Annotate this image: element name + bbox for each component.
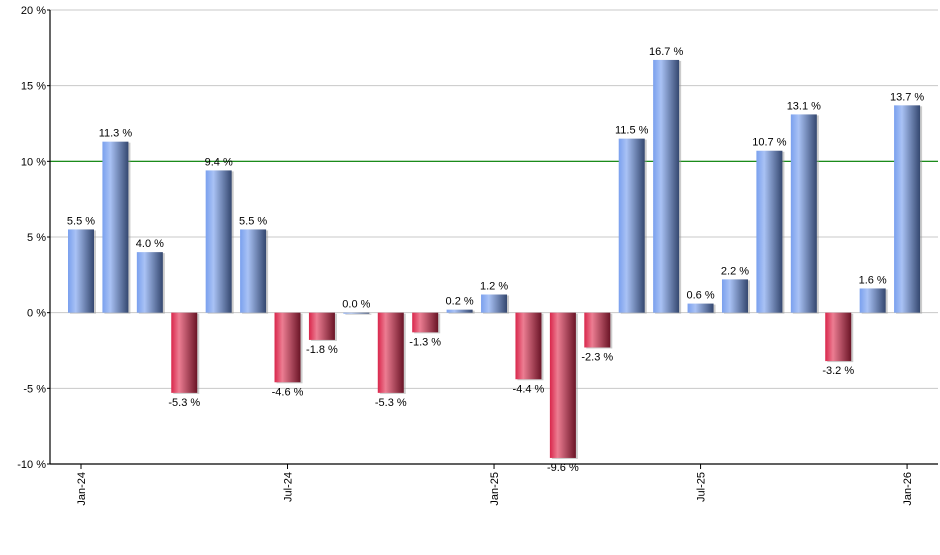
bar bbox=[171, 312, 198, 393]
y-tick-label: -10 % bbox=[17, 459, 46, 471]
bar bbox=[446, 309, 473, 313]
data-label: 13.1 % bbox=[787, 100, 821, 112]
y-tick-label: 20 % bbox=[21, 5, 46, 17]
data-label: 5.5 % bbox=[67, 215, 95, 227]
y-tick-label: 0 % bbox=[27, 308, 46, 320]
data-label: -9.6 % bbox=[547, 462, 579, 474]
y-tick-label: 15 % bbox=[21, 81, 46, 93]
data-label: 2.2 % bbox=[721, 265, 749, 277]
x-tick-label: Jan-26 bbox=[902, 472, 914, 506]
data-label: 1.2 % bbox=[480, 281, 508, 293]
x-tick-label: Jul-25 bbox=[696, 472, 708, 502]
bar bbox=[756, 150, 783, 313]
x-tick-label: Jan-24 bbox=[76, 472, 88, 506]
y-tick-label: 5 % bbox=[27, 232, 46, 244]
data-label: -5.3 % bbox=[375, 397, 407, 409]
bar bbox=[240, 229, 267, 313]
bar bbox=[377, 312, 404, 393]
data-label: 16.7 % bbox=[649, 46, 683, 58]
bar bbox=[308, 312, 335, 340]
bar bbox=[343, 312, 370, 314]
data-label: 13.7 % bbox=[890, 91, 924, 103]
bar bbox=[618, 138, 645, 313]
y-tick-label: 10 % bbox=[21, 156, 46, 168]
bar bbox=[549, 312, 576, 458]
bar bbox=[894, 105, 921, 313]
data-label: 0.2 % bbox=[446, 296, 474, 308]
data-label: 0.0 % bbox=[342, 299, 370, 311]
bar bbox=[859, 288, 886, 313]
bar bbox=[584, 312, 611, 348]
data-label: -5.3 % bbox=[168, 397, 200, 409]
bar bbox=[412, 312, 439, 333]
bar bbox=[274, 312, 301, 383]
y-tick-label: -5 % bbox=[23, 383, 46, 395]
data-label: 10.7 % bbox=[752, 137, 786, 149]
bar bbox=[790, 114, 817, 313]
data-label: -2.3 % bbox=[581, 351, 613, 363]
data-label: -4.6 % bbox=[272, 386, 304, 398]
bar-shadow bbox=[345, 313, 372, 315]
data-label: 5.5 % bbox=[239, 215, 267, 227]
x-tick-label: Jan-25 bbox=[489, 472, 501, 506]
data-label: 11.5 % bbox=[615, 125, 649, 137]
bar bbox=[721, 279, 748, 313]
x-tick-label: Jul-24 bbox=[283, 472, 295, 502]
data-label: 4.0 % bbox=[136, 238, 164, 250]
data-label: -4.4 % bbox=[513, 383, 545, 395]
data-label: 9.4 % bbox=[205, 156, 233, 168]
bar bbox=[653, 59, 680, 313]
data-label: -1.3 % bbox=[409, 336, 441, 348]
data-label: 1.6 % bbox=[859, 274, 887, 286]
bar bbox=[136, 252, 163, 313]
bar bbox=[687, 303, 714, 313]
data-label: -1.8 % bbox=[306, 344, 338, 356]
data-label: 11.3 % bbox=[99, 128, 133, 140]
bar bbox=[205, 170, 232, 313]
bar bbox=[825, 312, 852, 362]
bar bbox=[481, 294, 508, 313]
data-label: 0.6 % bbox=[686, 290, 714, 302]
bar bbox=[515, 312, 542, 380]
bar bbox=[102, 141, 129, 313]
bar bbox=[68, 229, 94, 313]
data-label: -3.2 % bbox=[822, 365, 854, 377]
